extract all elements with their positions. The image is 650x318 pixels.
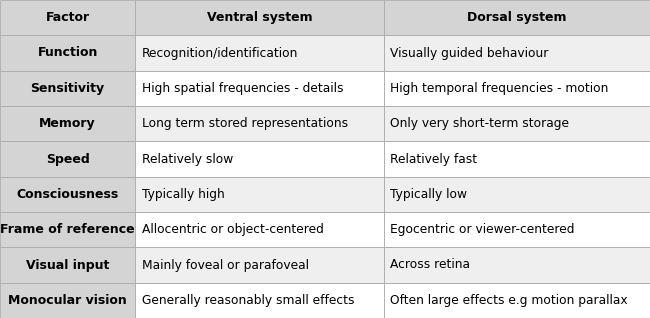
Text: Relatively slow: Relatively slow xyxy=(142,153,233,165)
Bar xyxy=(384,177,650,212)
Text: Sensitivity: Sensitivity xyxy=(31,82,105,95)
Bar xyxy=(135,212,384,247)
Bar xyxy=(0,177,135,212)
Text: Generally reasonably small effects: Generally reasonably small effects xyxy=(142,294,354,307)
Bar xyxy=(0,283,135,318)
Text: Typically high: Typically high xyxy=(142,188,224,201)
Bar xyxy=(135,177,384,212)
Bar xyxy=(0,247,135,283)
Text: High spatial frequencies - details: High spatial frequencies - details xyxy=(142,82,343,95)
Bar xyxy=(135,141,384,177)
Text: Frame of reference: Frame of reference xyxy=(0,223,135,236)
Bar xyxy=(384,71,650,106)
Text: High temporal frequencies - motion: High temporal frequencies - motion xyxy=(390,82,608,95)
Text: Ventral system: Ventral system xyxy=(207,11,312,24)
Text: Factor: Factor xyxy=(46,11,90,24)
Bar xyxy=(0,106,135,141)
Text: Function: Function xyxy=(38,46,98,59)
Bar xyxy=(0,141,135,177)
Bar xyxy=(384,106,650,141)
Text: Monocular vision: Monocular vision xyxy=(8,294,127,307)
Bar xyxy=(384,141,650,177)
Text: Mainly foveal or parafoveal: Mainly foveal or parafoveal xyxy=(142,259,309,272)
Bar xyxy=(135,35,384,71)
Bar xyxy=(384,212,650,247)
Text: Consciousness: Consciousness xyxy=(16,188,119,201)
Bar xyxy=(384,35,650,71)
Text: Only very short-term storage: Only very short-term storage xyxy=(390,117,569,130)
Bar xyxy=(135,106,384,141)
Bar xyxy=(0,71,135,106)
Bar xyxy=(384,247,650,283)
Bar xyxy=(135,0,384,35)
Text: Egocentric or viewer-centered: Egocentric or viewer-centered xyxy=(390,223,575,236)
Text: Speed: Speed xyxy=(46,153,90,165)
Bar xyxy=(135,71,384,106)
Bar xyxy=(0,0,135,35)
Text: Often large effects e.g motion parallax: Often large effects e.g motion parallax xyxy=(390,294,628,307)
Bar xyxy=(135,283,384,318)
Text: Typically low: Typically low xyxy=(390,188,467,201)
Text: Relatively fast: Relatively fast xyxy=(390,153,477,165)
Text: Visual input: Visual input xyxy=(26,259,109,272)
Text: Allocentric or object-centered: Allocentric or object-centered xyxy=(142,223,324,236)
Bar xyxy=(0,212,135,247)
Text: Memory: Memory xyxy=(39,117,96,130)
Bar xyxy=(384,0,650,35)
Bar xyxy=(384,283,650,318)
Text: Dorsal system: Dorsal system xyxy=(467,11,567,24)
Text: Recognition/identification: Recognition/identification xyxy=(142,46,298,59)
Bar xyxy=(0,35,135,71)
Bar xyxy=(135,247,384,283)
Text: Long term stored representations: Long term stored representations xyxy=(142,117,348,130)
Text: Across retina: Across retina xyxy=(390,259,470,272)
Text: Visually guided behaviour: Visually guided behaviour xyxy=(390,46,549,59)
